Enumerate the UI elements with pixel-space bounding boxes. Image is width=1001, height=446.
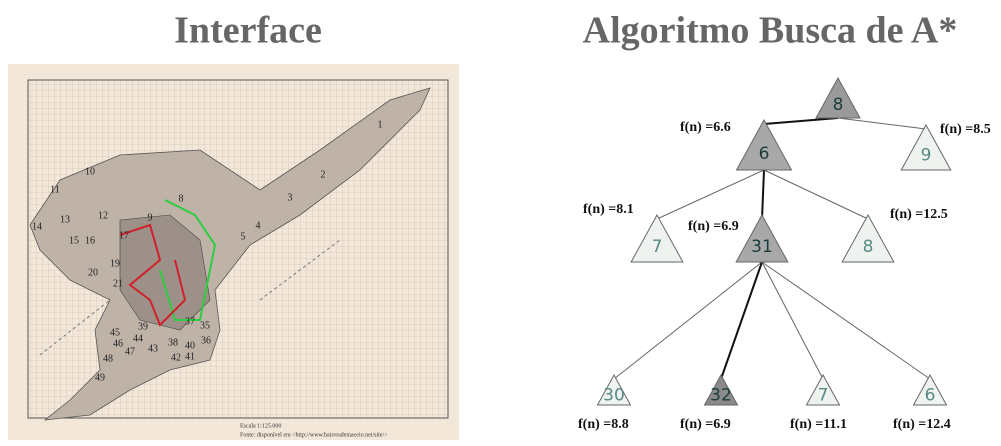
node-label: 9 bbox=[921, 146, 932, 166]
region-label: 21 bbox=[113, 278, 123, 289]
region-label: 15 bbox=[69, 235, 79, 246]
region-label: 9 bbox=[148, 212, 153, 223]
region-label: 49 bbox=[95, 372, 105, 383]
tree-edge bbox=[762, 262, 823, 379]
region-label: 3 bbox=[288, 192, 293, 203]
node-label: 8 bbox=[863, 237, 874, 257]
map-source: Fonte: disponível em <http://www.bairros… bbox=[240, 432, 388, 438]
region-label: 41 bbox=[185, 351, 195, 362]
region-label: 14 bbox=[32, 221, 42, 232]
region-label: 19 bbox=[110, 258, 120, 269]
left-title: Interface bbox=[174, 10, 322, 52]
region-label: 13 bbox=[60, 214, 70, 225]
tree-edge bbox=[721, 262, 762, 379]
tree-edge bbox=[764, 118, 838, 124]
tree-edge bbox=[614, 262, 762, 379]
node-label: 7 bbox=[818, 385, 829, 405]
region-label: 43 bbox=[148, 343, 158, 354]
region-label: 45 bbox=[110, 327, 120, 338]
region-label: 20 bbox=[88, 267, 98, 278]
region-label: 5 bbox=[241, 231, 246, 242]
node-cost: f(n) =12.4 bbox=[893, 417, 951, 432]
node-cost: f(n) =6.9 bbox=[680, 417, 731, 432]
node-cost: f(n) =8.1 bbox=[583, 202, 634, 217]
region-label: 40 bbox=[185, 340, 195, 351]
region-label: 2 bbox=[321, 169, 326, 180]
region-label: 42 bbox=[171, 352, 181, 363]
search-tree: 8 6 f(n) =6.6 9 f(n) =8.5 7 f(n) =8.1 31 f(n) =6… bbox=[578, 78, 991, 432]
node-label: 6 bbox=[759, 144, 770, 164]
region-label: 4 bbox=[256, 220, 261, 231]
node-cost: f(n) =6.6 bbox=[680, 120, 731, 135]
node-label: 6 bbox=[925, 385, 936, 405]
tree-edge bbox=[762, 170, 764, 219]
node-label: 8 bbox=[833, 95, 844, 115]
node-label: 30 bbox=[603, 385, 625, 405]
map-scale: Escala 1:125.000 bbox=[240, 423, 281, 429]
map-image: Escala 1:125.000 Fonte: disponível em <h… bbox=[8, 64, 459, 440]
node-cost: f(n) =8.8 bbox=[578, 417, 629, 432]
region-label: 10 bbox=[85, 166, 95, 177]
tree-edge bbox=[838, 118, 926, 129]
node-cost: f(n) =6.9 bbox=[688, 219, 739, 234]
region-label: 46 bbox=[113, 338, 123, 349]
region-label: 1 bbox=[378, 119, 383, 130]
region-label: 16 bbox=[85, 235, 95, 246]
right-title: Algoritmo Busca de A* bbox=[583, 10, 958, 52]
slide-canvas: Interface Algoritmo Busca de A* Escala 1… bbox=[0, 0, 1001, 446]
node-cost: f(n) =11.1 bbox=[790, 417, 847, 432]
region-label: 11 bbox=[50, 184, 60, 195]
tree-edge bbox=[762, 262, 930, 379]
region-label: 44 bbox=[133, 333, 143, 344]
region-label: 35 bbox=[200, 320, 210, 331]
region-label: 48 bbox=[103, 353, 113, 364]
region-label: 37 bbox=[185, 316, 195, 327]
region-label: 12 bbox=[98, 210, 108, 221]
region-label: 47 bbox=[125, 346, 135, 357]
tree-edge bbox=[764, 170, 868, 219]
tree-edge bbox=[657, 170, 764, 219]
node-label: 31 bbox=[751, 237, 773, 257]
region-label: 38 bbox=[168, 337, 178, 348]
slide: Interface Algoritmo Busca de A* Escala 1… bbox=[0, 0, 1001, 446]
region-label: 36 bbox=[201, 335, 211, 346]
region-label: 39 bbox=[138, 321, 148, 332]
node-label: 32 bbox=[710, 385, 732, 405]
node-cost: f(n) =12.5 bbox=[890, 207, 948, 222]
node-label: 7 bbox=[652, 237, 663, 257]
region-label: 17 bbox=[119, 230, 129, 241]
node-cost: f(n) =8.5 bbox=[940, 122, 991, 137]
region-label: 8 bbox=[179, 193, 184, 204]
